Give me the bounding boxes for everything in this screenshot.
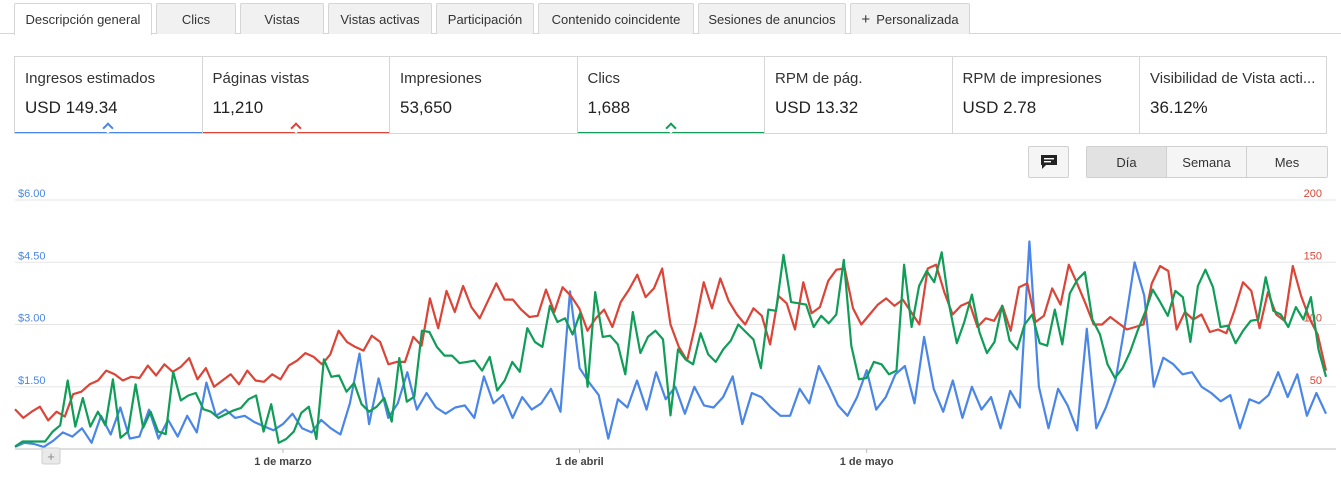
comment-icon — [1040, 155, 1057, 169]
series-line-paginas-vistas — [14, 263, 1328, 422]
metric-label: Impresiones — [400, 70, 482, 87]
plus-icon: + — [861, 10, 871, 28]
metric-ingresos-estimados[interactable]: Ingresos estimados USD 149.34 — [15, 57, 203, 133]
x-axis-tick-label: 1 de mayo — [840, 456, 894, 468]
metric-value: 11,210 — [212, 98, 264, 117]
y-axis-right-tick-label: 150 — [1304, 250, 1322, 262]
x-axis-tick-label: 1 de abril — [555, 456, 603, 468]
metric-value: USD 13.32 — [775, 98, 859, 117]
period-mes-button[interactable]: Mes — [1247, 147, 1327, 177]
tab-contenido-coincidente[interactable]: Contenido coincidente — [538, 3, 694, 34]
y-axis-left-tick-label: $4.50 — [18, 250, 46, 262]
metric-clics[interactable]: Clics 1,688 — [577, 57, 765, 133]
y-axis-right-tick-label: 50 — [1310, 375, 1322, 387]
y-axis-left-tick-label: $6.00 — [18, 188, 46, 200]
metric-value: 53,650 — [400, 98, 452, 117]
series-line-clics — [14, 251, 1328, 448]
metric-label: Visibilidad de Vista acti... — [1150, 70, 1316, 87]
y-axis-left-tick-label: $3.00 — [18, 313, 46, 325]
tab-descripcion-general[interactable]: Descripción general — [14, 3, 152, 35]
add-annotation-marker — [41, 447, 61, 465]
tab-label: Clics — [181, 11, 211, 27]
metric-label: RPM de pág. — [775, 70, 863, 87]
tab-label: Personalizada — [876, 11, 959, 27]
metric-value: USD 149.34 — [25, 98, 118, 117]
metric-label: Páginas vistas — [212, 70, 310, 87]
tab-participacion[interactable]: Participación — [436, 3, 534, 34]
metric-label: Ingresos estimados — [25, 70, 156, 87]
tab-personalizada[interactable]: + Personalizada — [850, 3, 970, 34]
tab-label: Contenido coincidente — [551, 11, 681, 27]
tab-vistas-activas[interactable]: Vistas activas — [328, 3, 432, 34]
period-semana-button[interactable]: Semana — [1167, 147, 1247, 177]
period-selector: Día Semana Mes — [1086, 146, 1328, 178]
y-axis-right-tick-label: 200 — [1304, 188, 1322, 200]
metric-rpm-de-impresiones[interactable]: RPM de impresiones USD 2.78 — [953, 57, 1140, 133]
metric-rpm-de-pag[interactable]: RPM de pág. USD 13.32 — [765, 57, 953, 133]
tab-label: Descripción general — [25, 12, 141, 27]
series-line-ingresos — [14, 240, 1327, 448]
tab-sesiones-de-anuncios[interactable]: Sesiones de anuncios — [698, 3, 846, 34]
plus-icon: + — [47, 449, 55, 464]
report-tabs: Descripción general Clics Vistas Vistas … — [0, 0, 1341, 35]
tab-label: Vistas activas — [340, 11, 420, 27]
metric-value: 1,688 — [587, 98, 631, 117]
x-axis-tick-label: 1 de marzo — [254, 456, 312, 468]
tab-label: Vistas — [264, 11, 300, 27]
tab-clics[interactable]: Clics — [156, 3, 236, 34]
metric-impresiones[interactable]: Impresiones 53,650 — [390, 57, 578, 133]
tab-label: Sesiones de anuncios — [708, 11, 836, 27]
performance-chart: $6.00 $4.50 $3.00 $1.50 200 150 100 50 1 de marz… — [0, 186, 1341, 483]
metric-visibilidad-de-vista-activa[interactable]: Visibilidad de Vista acti... 36.12% — [1140, 57, 1328, 133]
metric-cards: Ingresos estimados USD 149.34 Páginas vi… — [14, 56, 1327, 134]
tab-label: Participación — [447, 11, 523, 27]
period-dia-button[interactable]: Día — [1087, 147, 1167, 177]
tab-vistas[interactable]: Vistas — [240, 3, 324, 34]
metric-paginas-vistas[interactable]: Páginas vistas 11,210 — [202, 57, 390, 133]
metric-label: RPM de impresiones — [962, 70, 1102, 87]
y-axis-left-tick-label: $1.50 — [18, 375, 46, 387]
annotation-button[interactable] — [1028, 146, 1069, 178]
metric-value: USD 2.78 — [962, 98, 1037, 117]
metric-label: Clics — [587, 70, 621, 87]
metric-value: 36.12% — [1150, 98, 1208, 117]
